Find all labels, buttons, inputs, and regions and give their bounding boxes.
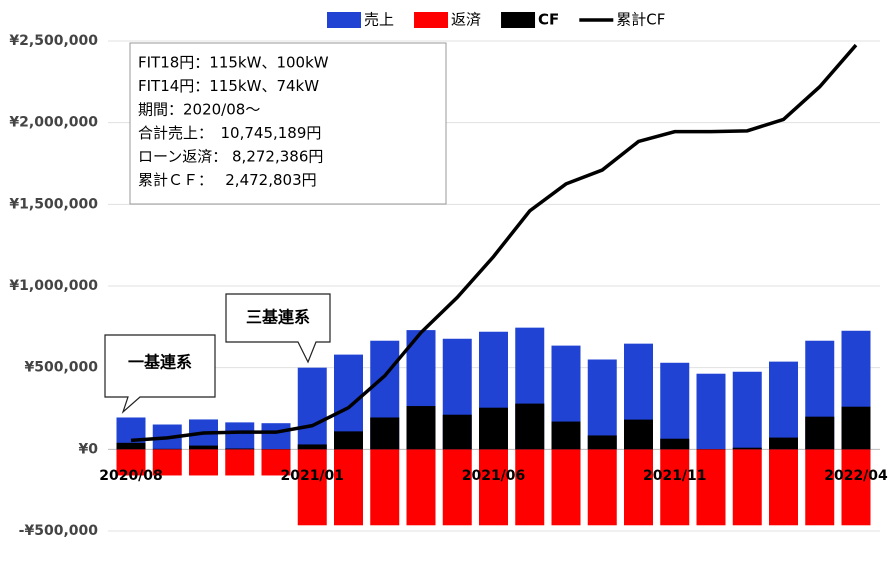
bar [551,421,581,450]
y-tick-label: ¥500,000 [24,360,98,376]
y-tick-label: ¥1,500,000 [9,196,98,212]
bar [152,449,182,476]
bar [696,449,726,526]
x-tick-label: 2021/01 [280,468,344,484]
legend-label: 売上 [364,11,394,29]
legend-label: 返済 [451,11,481,29]
y-tick-label: ¥1,000,000 [9,278,98,294]
x-tick-label: 2021/06 [462,468,526,484]
x-tick-label: 2020/08 [99,468,163,484]
bar [515,403,545,450]
bar [442,449,472,526]
bar [587,359,617,450]
bar [225,448,255,450]
info-line: FIT18円：115kW、100kW [138,54,329,72]
info-line: 期間：2020/08～ [138,101,260,119]
bar [370,449,400,526]
y-tick-label: ¥2,000,000 [9,115,98,131]
bar [225,422,255,450]
legend-label: CF [538,11,559,29]
bar [732,371,762,450]
x-tick-label: 2021/11 [643,468,707,484]
bar [551,449,581,526]
bar [297,367,327,450]
bar [696,373,726,450]
bar [732,449,762,526]
bar [769,361,798,450]
bar [660,438,690,450]
bar [116,442,146,450]
bar [479,407,508,450]
bar [624,419,653,450]
bar [334,431,363,450]
bar [515,449,545,526]
bar [769,449,798,526]
y-tick-label: ¥2,500,000 [9,33,98,49]
bar [660,362,690,450]
bar [660,449,690,526]
info-box [129,42,447,205]
y-tick-label: -¥500,000 [19,523,99,539]
bar [587,449,617,526]
bar [805,416,835,450]
bar [624,449,653,526]
bar [261,449,291,476]
y-tick-label: ¥0 [79,441,99,457]
bar [297,449,327,526]
annotation: 一基連系 [128,353,192,372]
bar [841,406,871,450]
legend-swatch [414,12,449,28]
line [130,43,858,443]
callout [225,293,331,364]
bar [805,449,835,526]
info-line: FIT14円：115kW、74kW [138,77,319,95]
bar [841,449,871,526]
legend-swatch [501,12,536,28]
bar [732,447,762,450]
bar [189,445,218,450]
bar [479,449,508,526]
x-tick-label: 2022/04 [824,468,888,484]
info-line: ローン返済： 8,272,386円 [138,148,323,166]
callout [104,334,216,414]
bar [189,449,218,476]
annotation: 三基連系 [246,308,310,327]
legend-label: 累計CF [616,11,665,29]
legend-swatch [327,12,361,28]
bar [370,417,400,450]
bar [406,406,436,450]
bar [334,449,363,526]
info-line: 累計ＣＦ： 2,472,803円 [138,171,317,189]
bar [406,449,436,526]
bar [116,449,146,476]
bar [225,449,255,476]
info-line: 合計売上： 10,745,189円 [138,124,321,142]
bar [297,444,327,450]
bar [442,414,472,450]
bar [587,435,617,450]
bar [261,423,291,450]
bar [769,437,798,450]
